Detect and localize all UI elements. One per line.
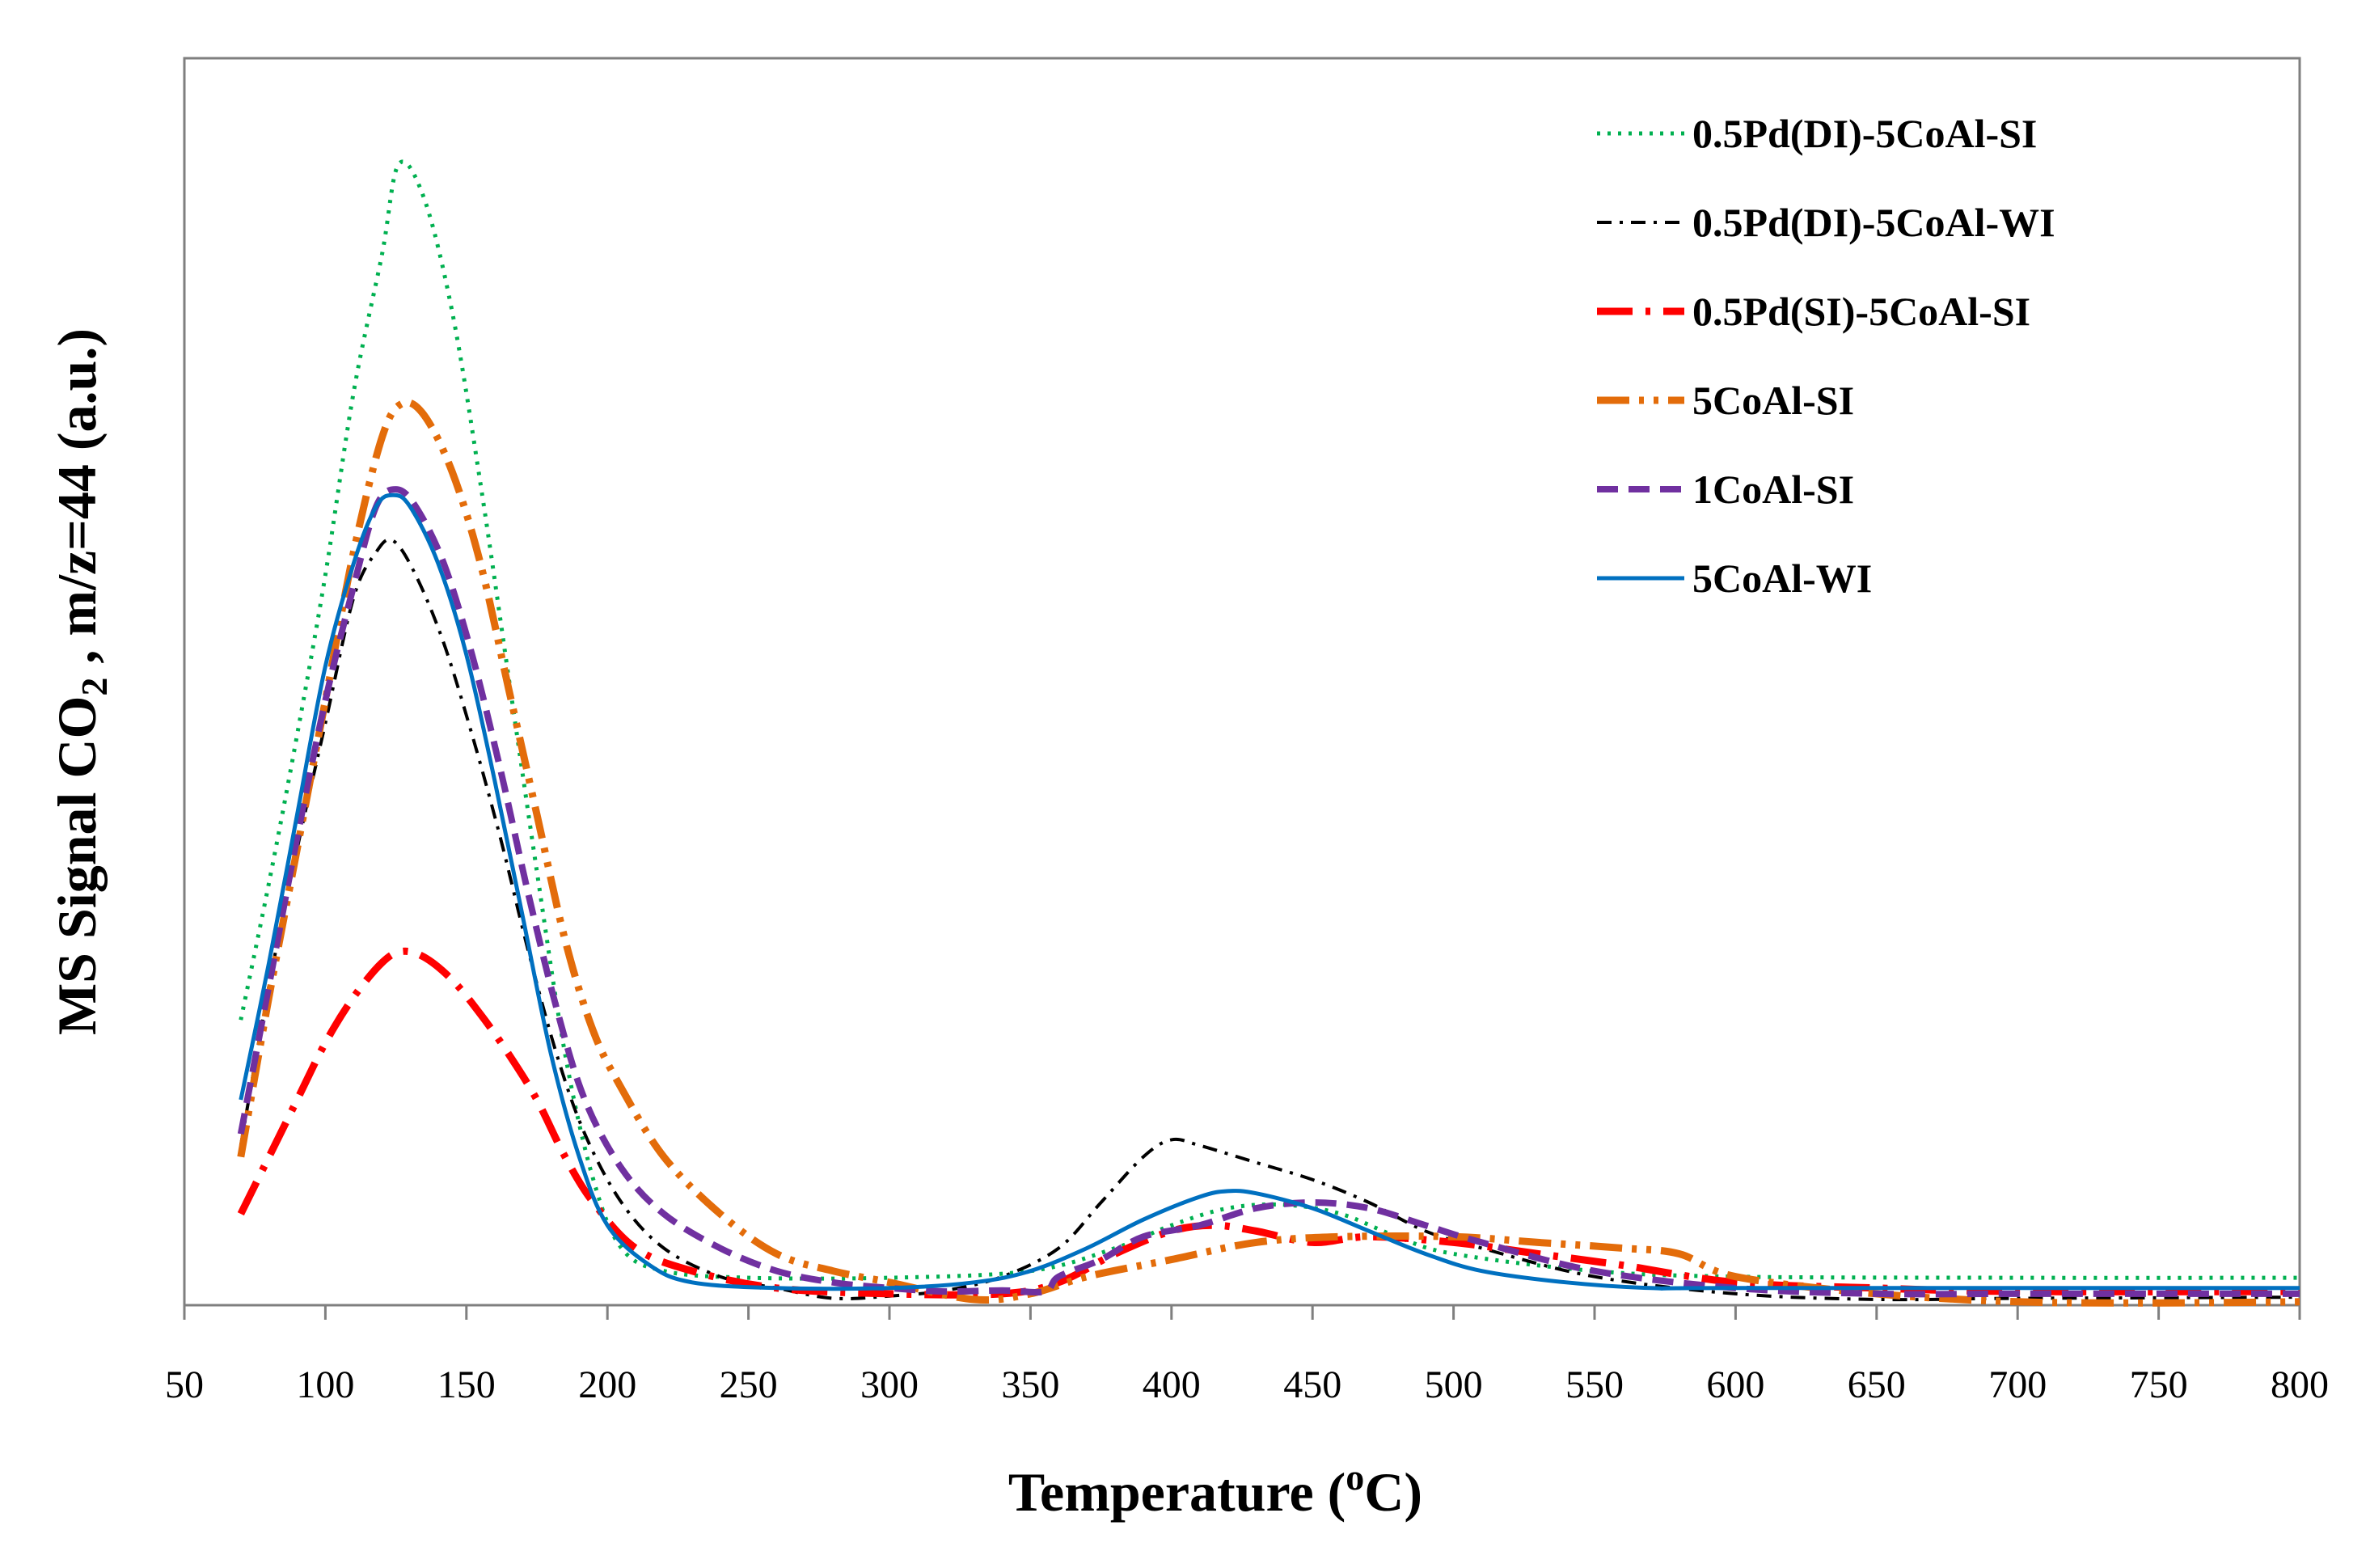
x-tick-label: 50: [165, 1363, 204, 1406]
x-tick-label: 300: [860, 1363, 919, 1406]
x-tick-label: 650: [1848, 1363, 1906, 1406]
x-tick-label: 400: [1143, 1363, 1201, 1406]
y-axis-title-subscript: 2: [74, 678, 115, 696]
x-tick-label: 550: [1565, 1363, 1624, 1406]
legend-label-6: 5CoAl-WI: [1692, 556, 1872, 601]
legend-label-4: 5CoAl-SI: [1692, 378, 1854, 423]
x-tick-label: 250: [720, 1363, 778, 1406]
legend-label-1: 0.5Pd(DI)-5CoAl-SI: [1692, 111, 2037, 156]
x-tick-label: 200: [578, 1363, 636, 1406]
series-line-6: [239, 492, 2300, 1291]
x-axis-title-end: C): [1364, 1461, 1422, 1523]
legend-label-3: 0.5Pd(SI)-5CoAl-SI: [1692, 289, 2030, 334]
x-tick-label: 800: [2271, 1363, 2329, 1406]
x-tick-label: 700: [1988, 1363, 2047, 1406]
legend-label-2: 0.5Pd(DI)-5CoAl-WI: [1692, 200, 2055, 245]
x-ticks: 50 100 150 200 250 300 350 400 450 500 550 600 650 70…: [165, 1305, 2329, 1406]
series-layer: [237, 159, 2300, 1307]
x-tick-label: 750: [2130, 1363, 2188, 1406]
series-line-5: [237, 486, 2300, 1298]
x-tick-label: 450: [1283, 1363, 1341, 1406]
x-axis-title: Temperature (oC): [1008, 1456, 1422, 1523]
y-axis-title-end: , m/z=44 (a.u.): [46, 328, 108, 678]
plot-area-frame: [183, 57, 2301, 1307]
x-tick-label: 350: [1001, 1363, 1059, 1406]
x-tick-label: 600: [1706, 1363, 1764, 1406]
series-line-2: [239, 538, 2300, 1302]
series-line-4: [237, 399, 2300, 1307]
x-tick-label: 150: [437, 1363, 496, 1406]
x-axis-title-superscript: o: [1346, 1456, 1364, 1498]
legend: 0.5Pd(DI)-5CoAl-SI 0.5Pd(DI)-5CoAl-WI 0.5P…: [1597, 111, 2055, 601]
legend-label-5: 1CoAl-SI: [1692, 467, 1854, 512]
series-line-3: [237, 947, 2300, 1299]
x-tick-label: 500: [1425, 1363, 1483, 1406]
y-axis-title: MS Signal CO2 , m/z=44 (a.u.): [46, 328, 115, 1035]
x-tick-label: 100: [296, 1363, 354, 1406]
